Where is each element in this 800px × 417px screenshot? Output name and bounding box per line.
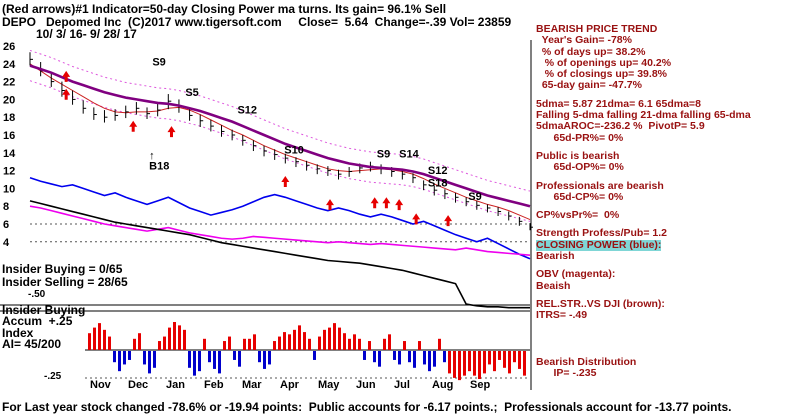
separator-lines: [0, 40, 532, 390]
svg-text:18: 18: [3, 112, 15, 124]
analysis-line: CP%vsPr%= 0%: [536, 209, 620, 222]
svg-text:6: 6: [3, 219, 9, 231]
signal-label: S9: [377, 148, 390, 160]
signal-label: S9: [152, 57, 165, 69]
analysis-line: Bearish Distribution: [536, 355, 637, 368]
insider-buying-label: Insider Buying = 0/65: [2, 262, 123, 276]
analysis-line: Bearish: [536, 250, 575, 263]
signal-label: S10: [284, 145, 304, 157]
ai-value: AI= 45/200: [2, 337, 62, 351]
analysis-line: OBV (magenta):: [536, 268, 616, 281]
svg-text:22: 22: [3, 77, 15, 89]
svg-text:14: 14: [3, 148, 16, 160]
analysis-line: 65d-OP%= 0%: [536, 161, 624, 174]
up-arrow-icon: [444, 215, 453, 227]
up-arrow-icon: [62, 88, 71, 100]
accumulation-index-histogram: [85, 322, 530, 381]
closing-power-line: [29, 176, 531, 260]
signal-label: B18: [149, 161, 169, 173]
up-arrow-icon: [167, 126, 176, 138]
svg-text:26: 26: [3, 41, 15, 53]
analysis-line: BEARISH PRICE TREND: [536, 24, 658, 35]
minus-25-scale-label: -.25: [44, 371, 62, 382]
minus-50-scale-label: -.50: [28, 289, 46, 300]
signal-arrows: [62, 70, 453, 227]
signal-label: ↑: [149, 150, 155, 162]
month-axis-labels: Nov Dec Jan Feb Mar Apr May Jun Jul Aug Sep: [90, 379, 490, 391]
date-range: 10/ 3/ 16- 9/ 28/ 17: [36, 27, 137, 41]
svg-text:24: 24: [3, 59, 16, 71]
analysis-line: Year's Gain= -78%: [536, 34, 632, 47]
month-label: Feb: [204, 379, 224, 391]
month-label: Jun: [356, 379, 376, 391]
accum-scale-label: Accum +.25: [2, 314, 73, 328]
svg-text:10: 10: [3, 183, 15, 195]
up-arrow-icon: [382, 197, 391, 209]
analysis-line: 65-day gain= -47.7%: [536, 79, 642, 92]
signal-label: S9: [468, 191, 481, 203]
month-label: Jan: [166, 379, 185, 391]
signal-label: S5: [185, 87, 198, 99]
summary-footer: For Last year stock changed -78.6% or -1…: [2, 400, 732, 414]
month-label: Aug: [432, 379, 453, 391]
analysis-line: Falling 5-dma falling 21-dma falling 65-…: [536, 109, 751, 122]
price-axis-labels: 26 24 22 20 18 16 14 12 10 8 6 4: [3, 41, 16, 249]
analysis-line: 5dmaAROC=-236.2 % PivotP= 5.9: [536, 120, 705, 133]
ma50-line: [29, 64, 531, 208]
analysis-line: Public is bearish: [536, 149, 620, 162]
analysis-line: REL.STR..VS DJI (brown):: [536, 297, 665, 310]
analysis-panel: BEARISH PRICE TREND Year's Gain= -78% % …: [536, 24, 798, 404]
price-chart[interactable]: 26 24 22 20 18 16 14 12 10 8 6 4 S9 S5 S12 S10 ↑B18 S9 S14…: [0, 0, 535, 400]
analysis-line: 5dma= 5.87 21dma= 6.1 65dma=8: [536, 97, 701, 110]
signal-label: S12: [237, 105, 257, 117]
ma-bands: [29, 49, 531, 222]
relative-strength-line: [29, 200, 530, 309]
svg-text:20: 20: [3, 94, 15, 106]
up-arrow-icon: [281, 175, 290, 187]
up-arrow-icon: [326, 199, 334, 211]
analysis-line: IP= -.235: [536, 366, 597, 379]
analysis-line: Beaish: [536, 279, 571, 292]
month-label: Nov: [90, 379, 112, 391]
analysis-line: ITRS= -.49: [536, 309, 588, 322]
month-label: Mar: [242, 379, 262, 391]
svg-text:4: 4: [3, 237, 10, 249]
analysis-line: % of closings up= 39.8%: [536, 68, 667, 81]
analysis-line: 65d-PR%= 0%: [536, 131, 624, 144]
month-label: Sep: [470, 379, 490, 391]
obv-line: [29, 205, 531, 256]
indicator-header: (Red arrows)#1 Indicator=50-day Closing …: [2, 2, 447, 16]
up-arrow-icon: [129, 120, 138, 132]
price-candles: [29, 52, 533, 231]
quote-header: DEPO Depomed Inc (C)2017 www.tigersoft.c…: [2, 15, 512, 29]
month-label: May: [318, 379, 340, 391]
signal-label: S14: [399, 148, 419, 160]
signal-label: S12: [428, 165, 448, 177]
insider-selling-label: Insider Selling = 28/65: [2, 275, 128, 289]
up-arrow-icon: [370, 197, 379, 209]
up-arrow-icon: [412, 213, 421, 225]
month-label: Apr: [280, 379, 300, 391]
up-arrow-icon: [395, 199, 404, 211]
analysis-line: % of openings up= 40.2%: [536, 56, 672, 69]
signal-label: S18: [428, 178, 448, 190]
analysis-line: Strength Profess/Pub= 1.2: [536, 227, 667, 240]
accum-panel-title: Insider Buying: [2, 303, 86, 317]
analysis-line: % of days up= 38.2%: [536, 45, 646, 58]
svg-text:12: 12: [3, 166, 15, 178]
analysis-line: 65d-CP%= 0%: [536, 190, 624, 203]
svg-text:16: 16: [3, 130, 15, 142]
analysis-line: CLOSING POWER (blue):: [536, 238, 662, 252]
svg-text:8: 8: [3, 201, 9, 213]
analysis-line: Professionals are bearish: [536, 179, 664, 192]
index-label: Index: [2, 326, 34, 340]
month-label: Dec: [128, 379, 148, 391]
up-arrow-icon: [62, 70, 71, 82]
month-label: Jul: [394, 379, 410, 391]
